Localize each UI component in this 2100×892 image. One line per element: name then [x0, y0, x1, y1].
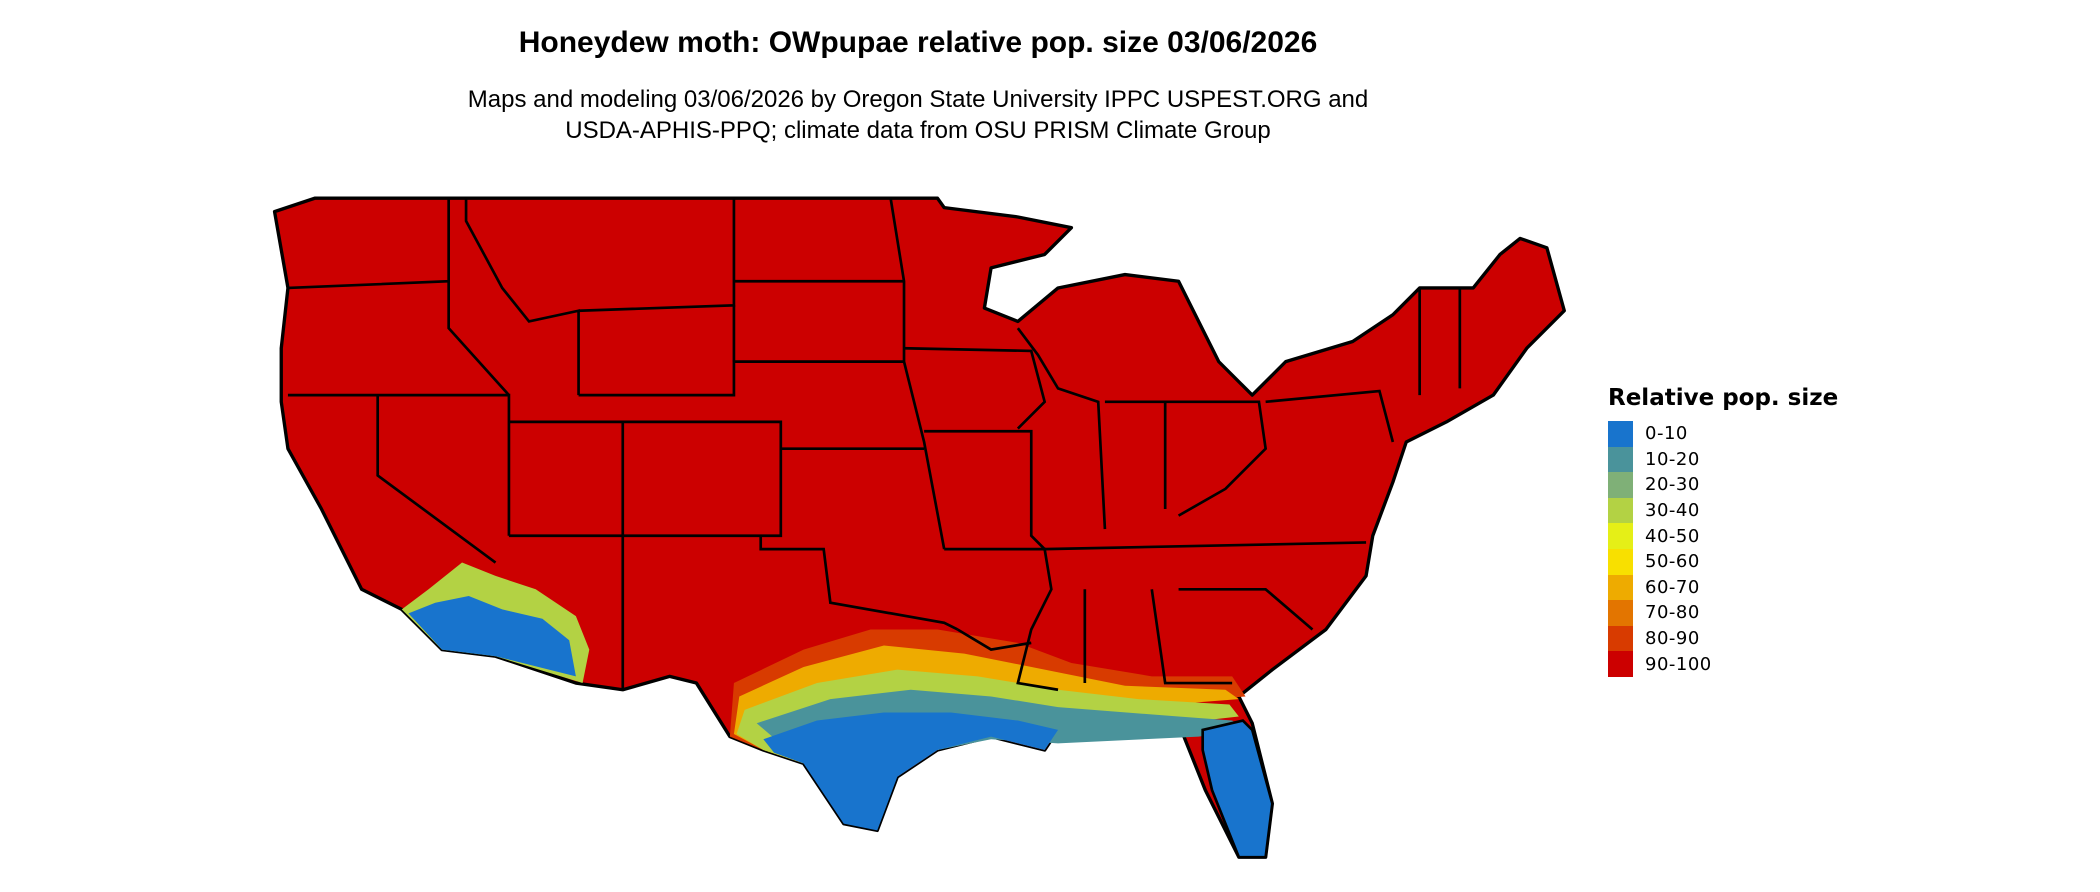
legend-swatch [1608, 446, 1633, 473]
subtitle-line-2: USDA-APHIS-PPQ; climate data from OSU PR… [565, 117, 1271, 144]
legend-swatch [1608, 523, 1633, 549]
legend-label: 40-50 [1645, 525, 1700, 547]
legend-item: 10-20 [1608, 446, 1838, 473]
southwest-0-10-region [408, 596, 576, 677]
legend-label: 90-100 [1645, 653, 1712, 675]
legend-swatch [1608, 548, 1633, 575]
subtitle-line-1: Maps and modeling 03/06/2026 by Oregon S… [467, 86, 1369, 113]
map-subtitle: Maps and modeling 03/06/2026 by Oregon S… [0, 84, 1836, 146]
legend-label: 0-10 [1645, 423, 1688, 445]
legend-label: 30-40 [1645, 500, 1700, 522]
legend-swatch [1608, 497, 1633, 524]
legend: Relative pop. size 0-10 10-20 20-30 30-40 40… [1608, 385, 1838, 677]
legend-label: 20-30 [1645, 474, 1700, 496]
legend-item: 70-80 [1608, 600, 1838, 626]
legend-label: 70-80 [1645, 602, 1700, 624]
legend-item: 60-70 [1608, 574, 1838, 601]
legend-swatch [1608, 600, 1633, 626]
legend-swatch [1608, 421, 1633, 447]
map-title: Honeydew moth: OWpupae relative pop. siz… [518, 26, 1318, 59]
legend-label: 60-70 [1645, 576, 1700, 598]
legend-swatch [1608, 651, 1633, 677]
legend-item: 40-50 [1608, 523, 1838, 549]
florida-0-10-region [1201, 719, 1274, 859]
legend-label: 50-60 [1645, 551, 1700, 573]
gulf-0-10-region [763, 712, 1059, 831]
legend-title: Relative pop. size [1608, 385, 1839, 411]
legend-item: 20-30 [1608, 472, 1838, 498]
legend-swatch [1608, 625, 1633, 652]
legend-swatch [1608, 574, 1633, 601]
state-borders [287, 198, 1462, 692]
legend-swatch [1608, 472, 1633, 498]
legend-label: 10-20 [1645, 448, 1700, 470]
legend-item: 90-100 [1608, 651, 1838, 677]
legend-item: 80-90 [1608, 625, 1838, 652]
legend-item: 30-40 [1608, 497, 1838, 524]
legend-item: 50-60 [1608, 548, 1838, 575]
legend-label: 80-90 [1645, 628, 1700, 650]
legend-item: 0-10 [1608, 421, 1838, 447]
